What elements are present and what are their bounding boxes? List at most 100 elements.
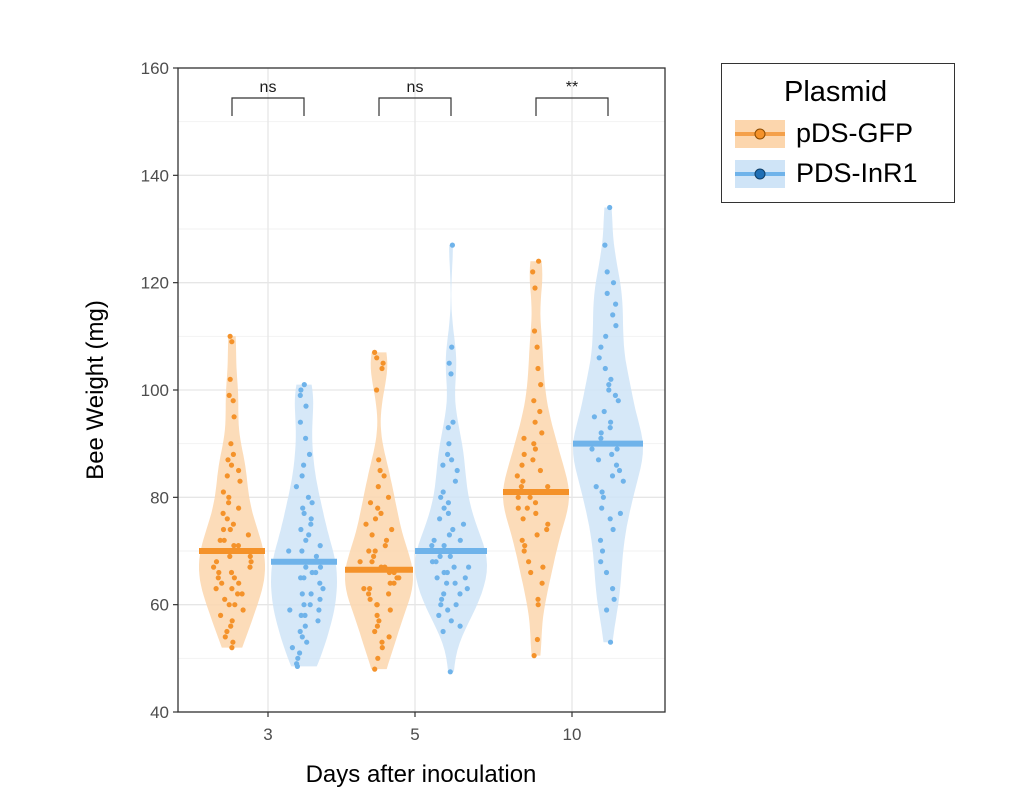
data-points	[211, 204, 631, 675]
data-point	[595, 457, 602, 463]
data-point	[613, 462, 620, 468]
data-point	[607, 516, 613, 522]
data-point	[226, 392, 232, 398]
data-point	[536, 258, 542, 264]
data-point	[610, 280, 617, 286]
data-point	[372, 349, 378, 355]
data-point	[446, 360, 452, 366]
data-point	[598, 344, 604, 350]
data-point	[308, 591, 314, 597]
data-point	[598, 435, 604, 441]
data-point	[248, 559, 254, 565]
data-point	[231, 414, 237, 420]
data-point	[531, 328, 538, 334]
data-point	[220, 526, 227, 533]
data-point	[441, 543, 447, 549]
data-point	[232, 602, 238, 608]
data-point	[607, 204, 613, 211]
data-point	[289, 645, 295, 651]
data-point	[228, 623, 234, 629]
data-point	[303, 564, 309, 570]
data-point	[615, 398, 621, 404]
data-point	[302, 623, 308, 629]
data-point	[441, 505, 447, 511]
data-point	[372, 516, 379, 522]
significance-label: **	[566, 79, 578, 96]
data-point	[538, 382, 544, 388]
data-point	[294, 661, 300, 667]
data-point	[608, 376, 614, 382]
data-point	[213, 586, 219, 592]
data-point	[303, 435, 309, 441]
data-point	[451, 564, 457, 570]
data-point	[466, 564, 472, 570]
data-point	[367, 500, 374, 506]
data-point	[534, 532, 540, 538]
data-point	[593, 484, 599, 490]
data-point	[379, 639, 385, 645]
data-point	[302, 612, 308, 619]
data-point	[607, 639, 614, 645]
data-point	[545, 521, 551, 527]
data-point	[230, 639, 236, 645]
data-point	[534, 344, 540, 350]
x-axis-title: Days after inoculation	[306, 761, 537, 788]
data-point	[367, 596, 373, 602]
data-point	[307, 602, 313, 608]
data-point	[540, 564, 546, 570]
data-point	[247, 553, 253, 560]
data-point	[545, 484, 551, 490]
data-point	[298, 387, 304, 393]
data-point	[597, 537, 604, 543]
data-point	[598, 430, 604, 436]
data-point	[376, 457, 382, 463]
data-point	[227, 376, 233, 382]
data-point	[518, 484, 525, 490]
data-point	[537, 408, 543, 415]
data-point	[236, 505, 242, 511]
data-point	[436, 612, 442, 619]
data-point	[464, 586, 470, 592]
legend-item-pds-gfp: pDS-GFP	[734, 116, 949, 152]
data-point	[380, 360, 386, 366]
data-point	[531, 653, 537, 659]
data-point	[379, 365, 385, 372]
data-point	[386, 591, 392, 597]
data-point	[239, 591, 245, 597]
data-point	[299, 473, 305, 479]
violins	[199, 207, 643, 672]
data-point	[224, 516, 230, 522]
data-point	[316, 607, 322, 613]
data-point	[453, 602, 459, 608]
data-point	[521, 548, 527, 554]
data-point	[247, 564, 253, 570]
data-point	[445, 607, 451, 613]
data-point	[379, 645, 385, 651]
data-point	[447, 669, 453, 675]
data-point	[231, 575, 237, 581]
data-point	[375, 484, 381, 490]
data-point	[616, 467, 623, 474]
data-point	[216, 569, 222, 576]
data-point	[610, 526, 616, 533]
data-point	[447, 553, 453, 560]
data-point	[224, 473, 230, 479]
violin-pds-inr1-day-3	[271, 384, 337, 667]
data-point	[599, 548, 606, 554]
data-point	[315, 618, 321, 624]
data-point	[532, 446, 539, 452]
data-point	[297, 628, 303, 635]
data-point	[521, 435, 527, 441]
data-point	[309, 500, 315, 506]
data-point	[229, 339, 235, 345]
data-point	[385, 494, 392, 500]
median-lines	[199, 440, 643, 573]
data-point	[366, 548, 372, 554]
legend: Plasmid pDS-GFP PDS-InR1	[721, 63, 955, 203]
legend-item-pds-inr1: PDS-InR1	[734, 156, 949, 192]
data-point	[446, 441, 452, 447]
data-point	[434, 575, 440, 581]
data-point	[535, 596, 541, 602]
data-point	[299, 548, 305, 554]
data-point	[372, 628, 378, 635]
